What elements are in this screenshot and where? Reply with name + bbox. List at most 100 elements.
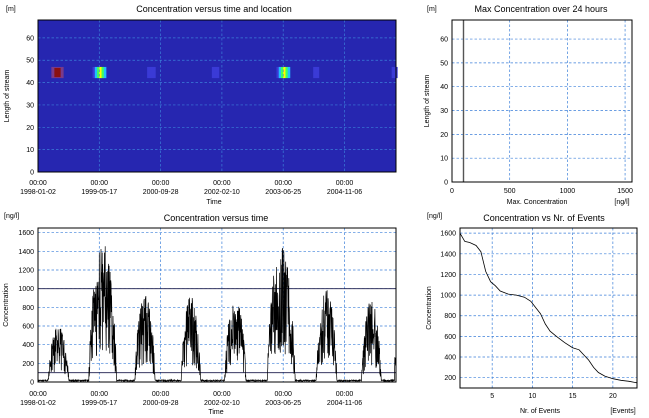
max24-y-tick-label: 40 (440, 84, 448, 91)
max24-grid (452, 20, 632, 182)
max24-x-tick-label: 1000 (560, 188, 576, 195)
events-x-tick-label: 20 (609, 393, 617, 400)
heatmap-cell (276, 66, 280, 79)
max24-x-tick-label: 500 (504, 188, 516, 195)
max24-y-tick-label: 10 (440, 156, 448, 163)
time-x-label: Time (208, 409, 223, 416)
events-grid (460, 228, 637, 388)
events-series-line (459, 232, 638, 384)
time-y-tick-label: 0 (30, 380, 34, 387)
max24-y-tick-label: 0 (444, 180, 448, 187)
time-x-tick-time: 00:00 (213, 391, 231, 398)
events-y-tick-label: 600 (444, 334, 456, 341)
events-y-tick-label: 400 (444, 355, 456, 362)
heatmap-y-tick-label: 10 (26, 147, 34, 154)
heatmap-title: Concentration versus time and location (136, 4, 292, 14)
heatmap-cell (278, 66, 282, 79)
heatmap-x-tick-label: 2003-06-25 (265, 189, 301, 196)
time-x-tick-label: 1998-01-02 (20, 400, 56, 407)
heatmap-x-tick-label: 2000-09-28 (143, 189, 179, 196)
time-plot-background (38, 228, 396, 382)
events-plot-background (460, 228, 637, 388)
heatmap-cell (287, 66, 291, 79)
heatmap-cell (391, 66, 398, 79)
time-y-label: Concentration (3, 283, 10, 327)
events-y-unit: [ng/l] (427, 213, 442, 220)
heatmap-x-tick-time: 00:00 (29, 180, 47, 187)
max24-y-label: Length of stream (424, 75, 431, 128)
heatmap-background (38, 20, 396, 172)
time-y-ticks: 0 200 400 600 800 1000 1200 1400 1600 (18, 230, 34, 386)
time-y-tick-label: 1400 (18, 249, 34, 256)
time-title: Concentration versus time (164, 213, 269, 223)
time-x-tick-time: 00:00 (336, 391, 354, 398)
heatmap-x-tick-time: 00:00 (91, 180, 109, 187)
max24-panel: Max Concentration over 24 hours [m] 0 10 2… (424, 4, 633, 206)
heatmap-x-label: Time (206, 199, 221, 206)
heatmap-y-tick-label: 20 (26, 125, 34, 132)
heatmap-panel: Concentration versus time and location [… (4, 4, 398, 206)
heatmap-cell (313, 66, 320, 79)
max24-x-ticks: 0 500 1000 1500 (450, 188, 633, 195)
max24-x-label: Max. Concentration (507, 199, 568, 206)
time-x-tick-label: 2000-09-28 (143, 400, 179, 407)
events-title: Concentration vs Nr. of Events (483, 213, 605, 223)
time-plot-frame (37, 227, 397, 383)
heatmap-cell (99, 66, 102, 79)
events-y-tick-label: 1200 (440, 272, 456, 279)
heatmap-cell (283, 66, 286, 79)
max24-plot-background (452, 20, 632, 182)
events-x-unit: [Events] (610, 408, 635, 415)
time-series (37, 246, 397, 383)
events-y-ticks: 200 400 600 800 1000 1200 1400 1600 (440, 231, 456, 383)
heatmap-cell (280, 66, 284, 79)
time-x-tick-time: 00:00 (91, 391, 109, 398)
time-y-tick-label: 1600 (18, 230, 34, 237)
events-x-tick-label: 10 (529, 393, 537, 400)
max24-y-tick-label: 20 (440, 132, 448, 139)
events-y-tick-label: 1400 (440, 251, 456, 258)
events-y-label: Concentration (426, 286, 433, 330)
max24-x-unit: [ng/l] (614, 199, 629, 206)
time-x-tick-label: 1999-05-17 (81, 400, 117, 407)
heatmap-plot-frame (37, 19, 397, 173)
heatmap-x-tick-time: 00:00 (213, 180, 231, 187)
heatmap-cell (147, 66, 156, 79)
max24-plot-frame (451, 19, 633, 183)
events-x-ticks: 5 10 15 20 (490, 393, 617, 400)
heatmap-cell (54, 67, 61, 78)
max24-y-tick-label: 30 (440, 108, 448, 115)
heatmap-y-tick-label: 30 (26, 102, 34, 109)
heatmap-x-tick-time: 00:00 (274, 180, 292, 187)
heatmap-x-tick-label: 2004-11-06 (327, 189, 362, 196)
time-y-unit: [ng/l] (4, 213, 19, 220)
heatmap-cell (97, 66, 100, 79)
heatmap-cell (103, 66, 107, 79)
events-x-tick-label: 15 (569, 393, 577, 400)
heatmap-y-tick-label: 40 (26, 80, 34, 87)
heatmap-y-unit: [m] (6, 6, 16, 13)
time-series-line (37, 246, 397, 383)
heatmap-x-tick-label: 2002-02-10 (204, 189, 240, 196)
heatmap-cell (285, 66, 289, 79)
heatmap-grid (38, 20, 396, 172)
time-x-ticks: 00:00 1998-01-02 00:00 1999-05-17 00:00 2000-… (20, 391, 362, 407)
heatmap-blobs (51, 66, 398, 79)
events-y-tick-label: 1600 (440, 231, 456, 238)
time-y-tick-label: 1200 (18, 268, 34, 275)
heatmap-y-ticks: 0 10 20 30 40 50 60 (26, 35, 34, 176)
time-y-tick-label: 600 (22, 324, 34, 331)
time-y-tick-label: 200 (22, 361, 34, 368)
max24-y-ticks: 0 10 20 30 40 50 60 (440, 37, 448, 187)
heatmap-cell (101, 66, 105, 79)
events-plot-frame (459, 227, 638, 389)
events-y-tick-label: 1000 (440, 293, 456, 300)
max24-x-tick-label: 1500 (617, 188, 633, 195)
heatmap-y-tick-label: 50 (26, 58, 34, 65)
heatmap-x-tick-label: 1999-05-17 (81, 189, 117, 196)
heatmap-y-tick-label: 0 (30, 170, 34, 177)
time-x-tick-time: 00:00 (274, 391, 292, 398)
time-x-tick-label: 2003-06-25 (265, 400, 301, 407)
heatmap-cell (92, 66, 96, 79)
max24-x-tick-label: 0 (450, 188, 454, 195)
